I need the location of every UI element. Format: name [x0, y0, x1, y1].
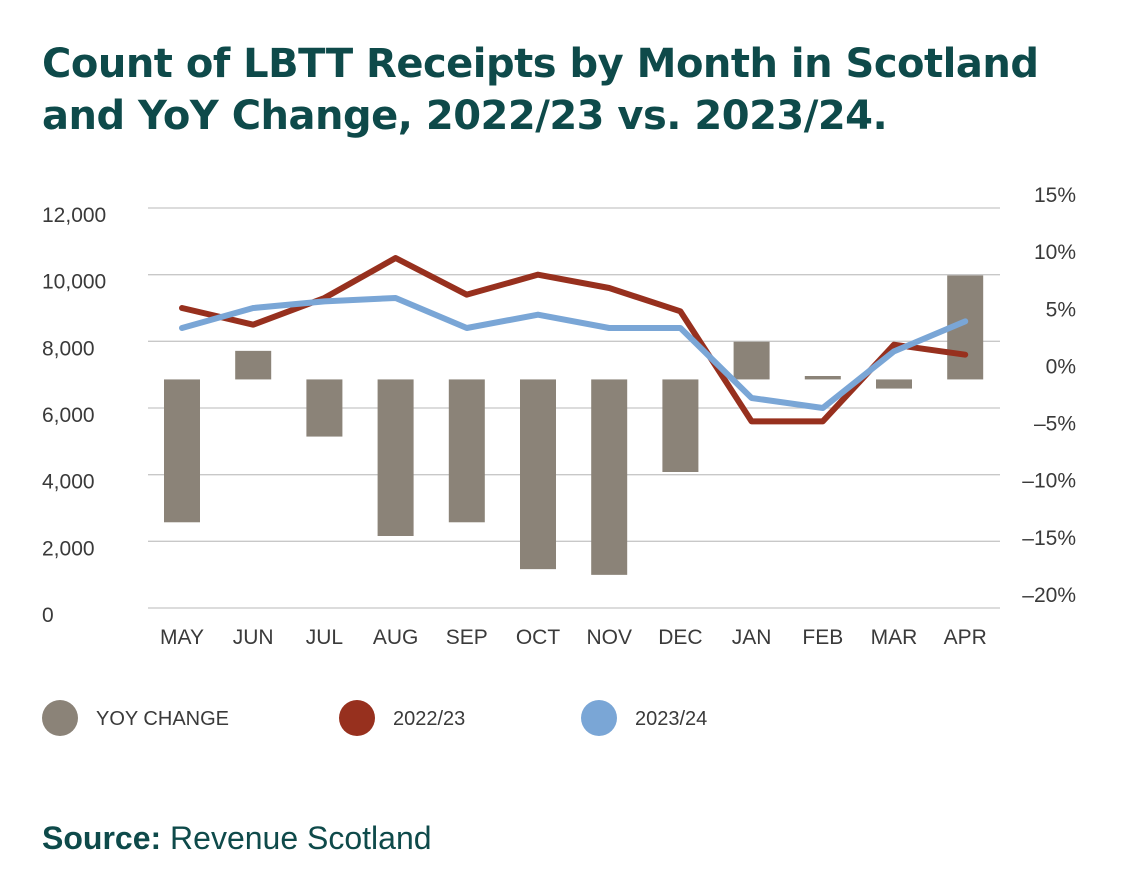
legend-yoy-change-swatch [42, 700, 78, 736]
chart-title: Count of LBTT Receipts by Month in Scotl… [42, 38, 1102, 142]
x-axis-tick-label: MAR [871, 626, 918, 649]
gridlines [148, 207, 1000, 609]
legend-2022-23-label: 2022/23 [393, 708, 465, 730]
legend-2023-24-label: 2023/24 [635, 708, 707, 730]
left-axis-tick-label: 2,000 [42, 537, 95, 560]
right-axis-tick-label: –20% [1022, 584, 1076, 607]
left-axis-tick-label: 8,000 [42, 337, 95, 360]
chart-title-line-1: Count of LBTT Receipts by Month in Scotl… [42, 41, 1039, 87]
source-note: Source: Revenue Scotland [42, 820, 432, 857]
x-axis-tick-label: JUN [233, 626, 274, 649]
x-axis-tick-label: NOV [586, 626, 632, 649]
series-lines [179, 255, 969, 425]
x-axis-tick-label: SEP [446, 626, 488, 649]
legend-2022-23-swatch [339, 700, 375, 736]
yoy-bar [448, 379, 485, 523]
yoy-bars [164, 275, 984, 575]
chart-title-line-2: and YoY Change, 2022/23 vs. 2023/24. [42, 93, 888, 139]
source-label: Source: [42, 820, 162, 856]
yoy-bar [662, 379, 699, 472]
series-line-2023-24 [179, 295, 969, 411]
right-axis-tick-label: –5% [1034, 413, 1076, 436]
yoy-bar [377, 379, 414, 536]
x-axis-tick-label: APR [944, 626, 987, 649]
right-axis-tick-label: 5% [1046, 298, 1076, 321]
right-axis-tick-label: –10% [1022, 470, 1076, 493]
x-axis-tick-label: JUL [306, 626, 343, 649]
yoy-bar [520, 379, 556, 570]
left-axis-tick-label: 4,000 [42, 471, 95, 494]
yoy-bar [235, 350, 272, 380]
yoy-bar [876, 379, 912, 389]
x-axis-tick-label: DEC [658, 626, 702, 649]
left-axis-tick-label: 12,000 [42, 204, 106, 227]
yoy-bar [591, 379, 628, 575]
left-axis-tick-label: 6,000 [42, 404, 95, 427]
right-axis-tick-label: –15% [1022, 527, 1076, 550]
series-line-2022-23 [179, 255, 969, 425]
chart-canvas: 0 2,000 4,000 6,000 8,000 10,000 12,000 –20% –15… [42, 184, 1076, 736]
source-value: Revenue Scotland [161, 820, 432, 856]
right-axis-tick-label: 0% [1046, 355, 1076, 378]
legend-2023-24-swatch [581, 700, 617, 736]
x-axis-tick-label: MAY [160, 626, 204, 649]
right-axis-tick-label: 15% [1034, 184, 1076, 207]
legend-yoy-change-label: YOY CHANGE [96, 708, 229, 730]
left-axis-tick-label: 0 [42, 604, 54, 627]
axis-labels: 0 2,000 4,000 6,000 8,000 10,000 12,000 –20% –15… [42, 184, 1076, 649]
right-axis-tick-label: 10% [1034, 241, 1076, 264]
left-axis-tick-label: 10,000 [42, 271, 106, 294]
yoy-bar [164, 379, 200, 523]
x-axis-tick-label: OCT [516, 626, 561, 649]
yoy-bar [804, 376, 841, 380]
yoy-bar [733, 341, 770, 380]
x-axis-tick-label: JAN [732, 626, 772, 649]
x-axis-tick-label: AUG [373, 626, 419, 649]
yoy-bar [306, 379, 343, 437]
x-axis-tick-label: FEB [802, 626, 843, 649]
legend: YOY CHANGE 2022/23 2023/24 [42, 700, 707, 736]
